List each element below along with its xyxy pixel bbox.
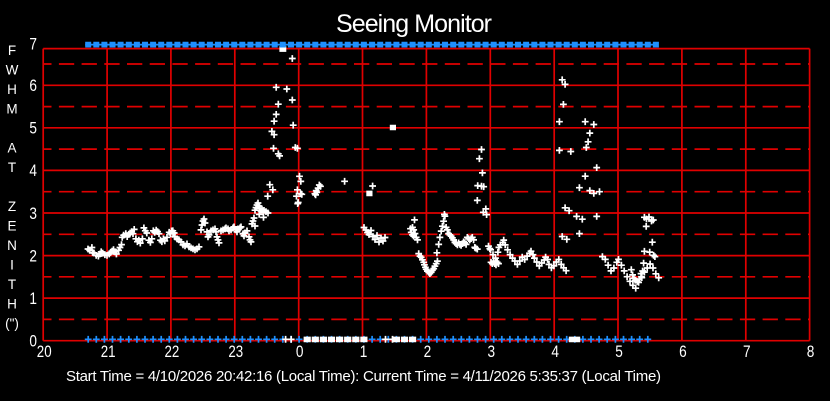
svg-text:4: 4	[551, 343, 559, 361]
svg-text:W: W	[6, 63, 19, 78]
svg-text:22: 22	[165, 343, 180, 361]
svg-text:6: 6	[679, 343, 687, 361]
svg-text:7: 7	[743, 343, 751, 361]
svg-text:0: 0	[296, 343, 304, 361]
svg-text:T: T	[8, 277, 16, 292]
svg-text:23: 23	[228, 343, 243, 361]
svg-text:I: I	[10, 258, 14, 273]
svg-text:M: M	[6, 102, 17, 117]
svg-text:2: 2	[424, 343, 432, 361]
svg-text:4: 4	[29, 162, 37, 180]
svg-text:N: N	[7, 238, 17, 253]
svg-text:E: E	[7, 219, 16, 234]
svg-text:H: H	[7, 297, 17, 312]
svg-text:Start Time = 4/10/2026 20:42:1: Start Time = 4/10/2026 20:42:16 (Local T…	[66, 368, 661, 385]
svg-text:2: 2	[29, 247, 37, 265]
svg-text:A: A	[7, 141, 16, 156]
svg-text:H: H	[7, 82, 17, 97]
svg-text:3: 3	[488, 343, 496, 361]
svg-text:Z: Z	[8, 199, 16, 214]
svg-text:1: 1	[360, 343, 368, 361]
svg-text:21: 21	[101, 343, 116, 361]
svg-text:8: 8	[807, 343, 815, 361]
svg-text:1: 1	[29, 290, 37, 308]
svg-text:20: 20	[37, 343, 52, 361]
svg-text:0: 0	[29, 333, 37, 351]
svg-text:T: T	[8, 160, 16, 175]
svg-text:6: 6	[29, 77, 37, 95]
svg-text:5: 5	[615, 343, 623, 361]
svg-text:("): (")	[5, 316, 19, 331]
svg-text:Seeing Monitor: Seeing Monitor	[336, 10, 492, 38]
svg-text:F: F	[8, 43, 16, 58]
svg-text:5: 5	[29, 120, 37, 138]
svg-text:7: 7	[29, 36, 37, 54]
svg-text:3: 3	[29, 205, 37, 223]
